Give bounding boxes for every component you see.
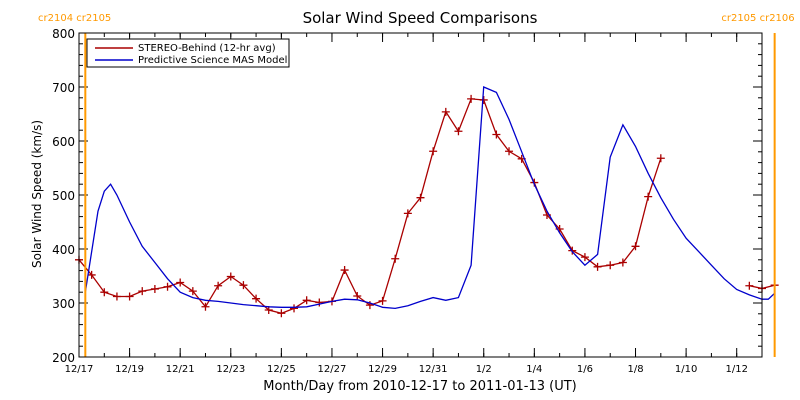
data-point-stereo bbox=[163, 282, 172, 291]
data-point-stereo bbox=[479, 95, 488, 104]
x-tick-label: 12/27 bbox=[318, 364, 347, 375]
y-tick-label: 600 bbox=[52, 135, 75, 149]
data-point-stereo bbox=[618, 258, 627, 267]
data-point-stereo bbox=[505, 147, 514, 156]
data-point-stereo bbox=[429, 147, 438, 156]
data-point-stereo bbox=[290, 304, 299, 313]
data-point-stereo bbox=[606, 261, 615, 270]
data-point-stereo bbox=[252, 294, 261, 303]
y-tick-label: 400 bbox=[52, 243, 75, 257]
data-point-stereo bbox=[277, 309, 286, 318]
x-tick-label: 1/12 bbox=[725, 364, 747, 375]
data-point-stereo bbox=[593, 262, 602, 271]
x-tick-label: 12/25 bbox=[267, 364, 296, 375]
data-point-stereo bbox=[391, 254, 400, 263]
data-point-stereo bbox=[302, 296, 311, 305]
plot-frame bbox=[78, 32, 763, 358]
x-axis-label: Month/Day from 2010-12-17 to 2011-01-13 … bbox=[263, 379, 576, 394]
chart-series-layer bbox=[75, 86, 779, 318]
data-point-stereo bbox=[176, 278, 185, 287]
data-point-stereo bbox=[188, 287, 197, 296]
x-tick-label: 1/8 bbox=[627, 364, 643, 375]
legend-label-mas: Predictive Science MAS Model bbox=[138, 55, 287, 66]
y-tick-label: 200 bbox=[52, 351, 75, 365]
x-tick-label: 12/21 bbox=[166, 364, 195, 375]
rotation-marker-label: cr2104 cr2105 bbox=[38, 13, 111, 24]
y-axis-label: Solar Wind Speed (km/s) bbox=[30, 120, 44, 268]
data-point-stereo bbox=[150, 284, 159, 293]
x-tick-label: 12/19 bbox=[115, 364, 144, 375]
x-tick-label: 12/29 bbox=[368, 364, 397, 375]
data-point-stereo bbox=[112, 292, 121, 301]
data-point-stereo bbox=[467, 94, 476, 103]
x-tick-label: 1/2 bbox=[476, 364, 492, 375]
data-point-stereo bbox=[492, 130, 501, 139]
data-point-stereo bbox=[631, 242, 640, 251]
data-point-stereo bbox=[138, 287, 147, 296]
data-point-stereo bbox=[441, 107, 450, 116]
data-point-stereo bbox=[454, 127, 463, 136]
x-tick-label: 1/4 bbox=[526, 364, 542, 375]
chart-title: Solar Wind Speed Comparisons bbox=[303, 9, 538, 27]
legend-box bbox=[86, 38, 290, 68]
rotation-marker-label: cr2105 cr2106 bbox=[721, 13, 794, 24]
data-point-stereo bbox=[353, 291, 362, 300]
x-tick-label: 12/17 bbox=[65, 364, 94, 375]
rotation-markers-layer: cr2104 cr2105 cr2105 cr2106 bbox=[38, 13, 795, 357]
data-point-stereo bbox=[745, 281, 754, 290]
data-point-stereo bbox=[580, 253, 589, 262]
data-point-stereo bbox=[644, 192, 653, 201]
legend-label-stereo: STEREO-Behind (12-hr avg) bbox=[138, 43, 276, 54]
chart-ticks-layer: 200 300 400 500 600 700 800 12/17 12/19 12/21 12/2… bbox=[52, 27, 763, 375]
data-point-stereo bbox=[416, 193, 425, 202]
data-point-stereo bbox=[239, 281, 248, 290]
data-point-stereo bbox=[100, 288, 109, 297]
data-point-stereo bbox=[378, 296, 387, 305]
y-tick-label: 800 bbox=[52, 27, 75, 41]
x-tick-label: 12/23 bbox=[216, 364, 245, 375]
data-point-stereo bbox=[125, 292, 134, 301]
y-tick-label: 500 bbox=[52, 189, 75, 203]
x-tick-label: 1/10 bbox=[675, 364, 697, 375]
data-point-stereo bbox=[201, 302, 210, 311]
y-tick-label: 700 bbox=[52, 81, 75, 95]
data-point-stereo bbox=[403, 209, 412, 218]
data-point-stereo bbox=[214, 281, 223, 290]
x-tick-label: 1/6 bbox=[577, 364, 593, 375]
data-point-stereo bbox=[656, 154, 665, 163]
legend: STEREO-Behind (12-hr avg) Predictive Sci… bbox=[86, 38, 290, 68]
data-point-stereo bbox=[226, 272, 235, 281]
data-point-stereo bbox=[87, 270, 96, 279]
y-tick-label: 300 bbox=[52, 297, 75, 311]
data-point-stereo bbox=[315, 298, 324, 307]
series-line-mas bbox=[84, 86, 776, 310]
data-point-stereo bbox=[340, 266, 349, 275]
x-tick-label: 12/31 bbox=[419, 364, 448, 375]
